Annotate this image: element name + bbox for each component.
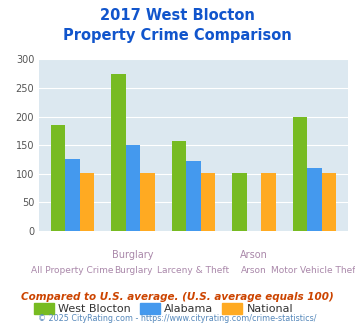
Bar <box>140 173 155 231</box>
Bar <box>307 168 322 231</box>
Bar <box>186 161 201 231</box>
Bar <box>111 74 126 231</box>
Text: Larceny & Theft: Larceny & Theft <box>157 266 230 275</box>
Text: Motor Vehicle Theft: Motor Vehicle Theft <box>271 266 355 275</box>
Text: © 2025 CityRating.com - https://www.cityrating.com/crime-statistics/: © 2025 CityRating.com - https://www.city… <box>38 314 317 323</box>
Text: 2017 West Blocton: 2017 West Blocton <box>100 8 255 23</box>
Bar <box>50 125 65 231</box>
Text: Arson: Arson <box>241 266 267 275</box>
Text: Property Crime Comparison: Property Crime Comparison <box>63 28 292 43</box>
Bar <box>293 116 307 231</box>
Bar <box>232 173 247 231</box>
Text: All Property Crime: All Property Crime <box>31 266 114 275</box>
Bar <box>126 145 140 231</box>
Bar <box>172 141 186 231</box>
Text: Burglary: Burglary <box>112 250 154 260</box>
Text: Arson: Arson <box>240 250 268 260</box>
Bar <box>80 173 94 231</box>
Text: Compared to U.S. average. (U.S. average equals 100): Compared to U.S. average. (U.S. average … <box>21 292 334 302</box>
Text: Burglary: Burglary <box>114 266 152 275</box>
Bar <box>65 159 80 231</box>
Bar <box>201 173 215 231</box>
Bar <box>261 173 276 231</box>
Legend: West Blocton, Alabama, National: West Blocton, Alabama, National <box>29 298 298 319</box>
Bar <box>322 173 337 231</box>
